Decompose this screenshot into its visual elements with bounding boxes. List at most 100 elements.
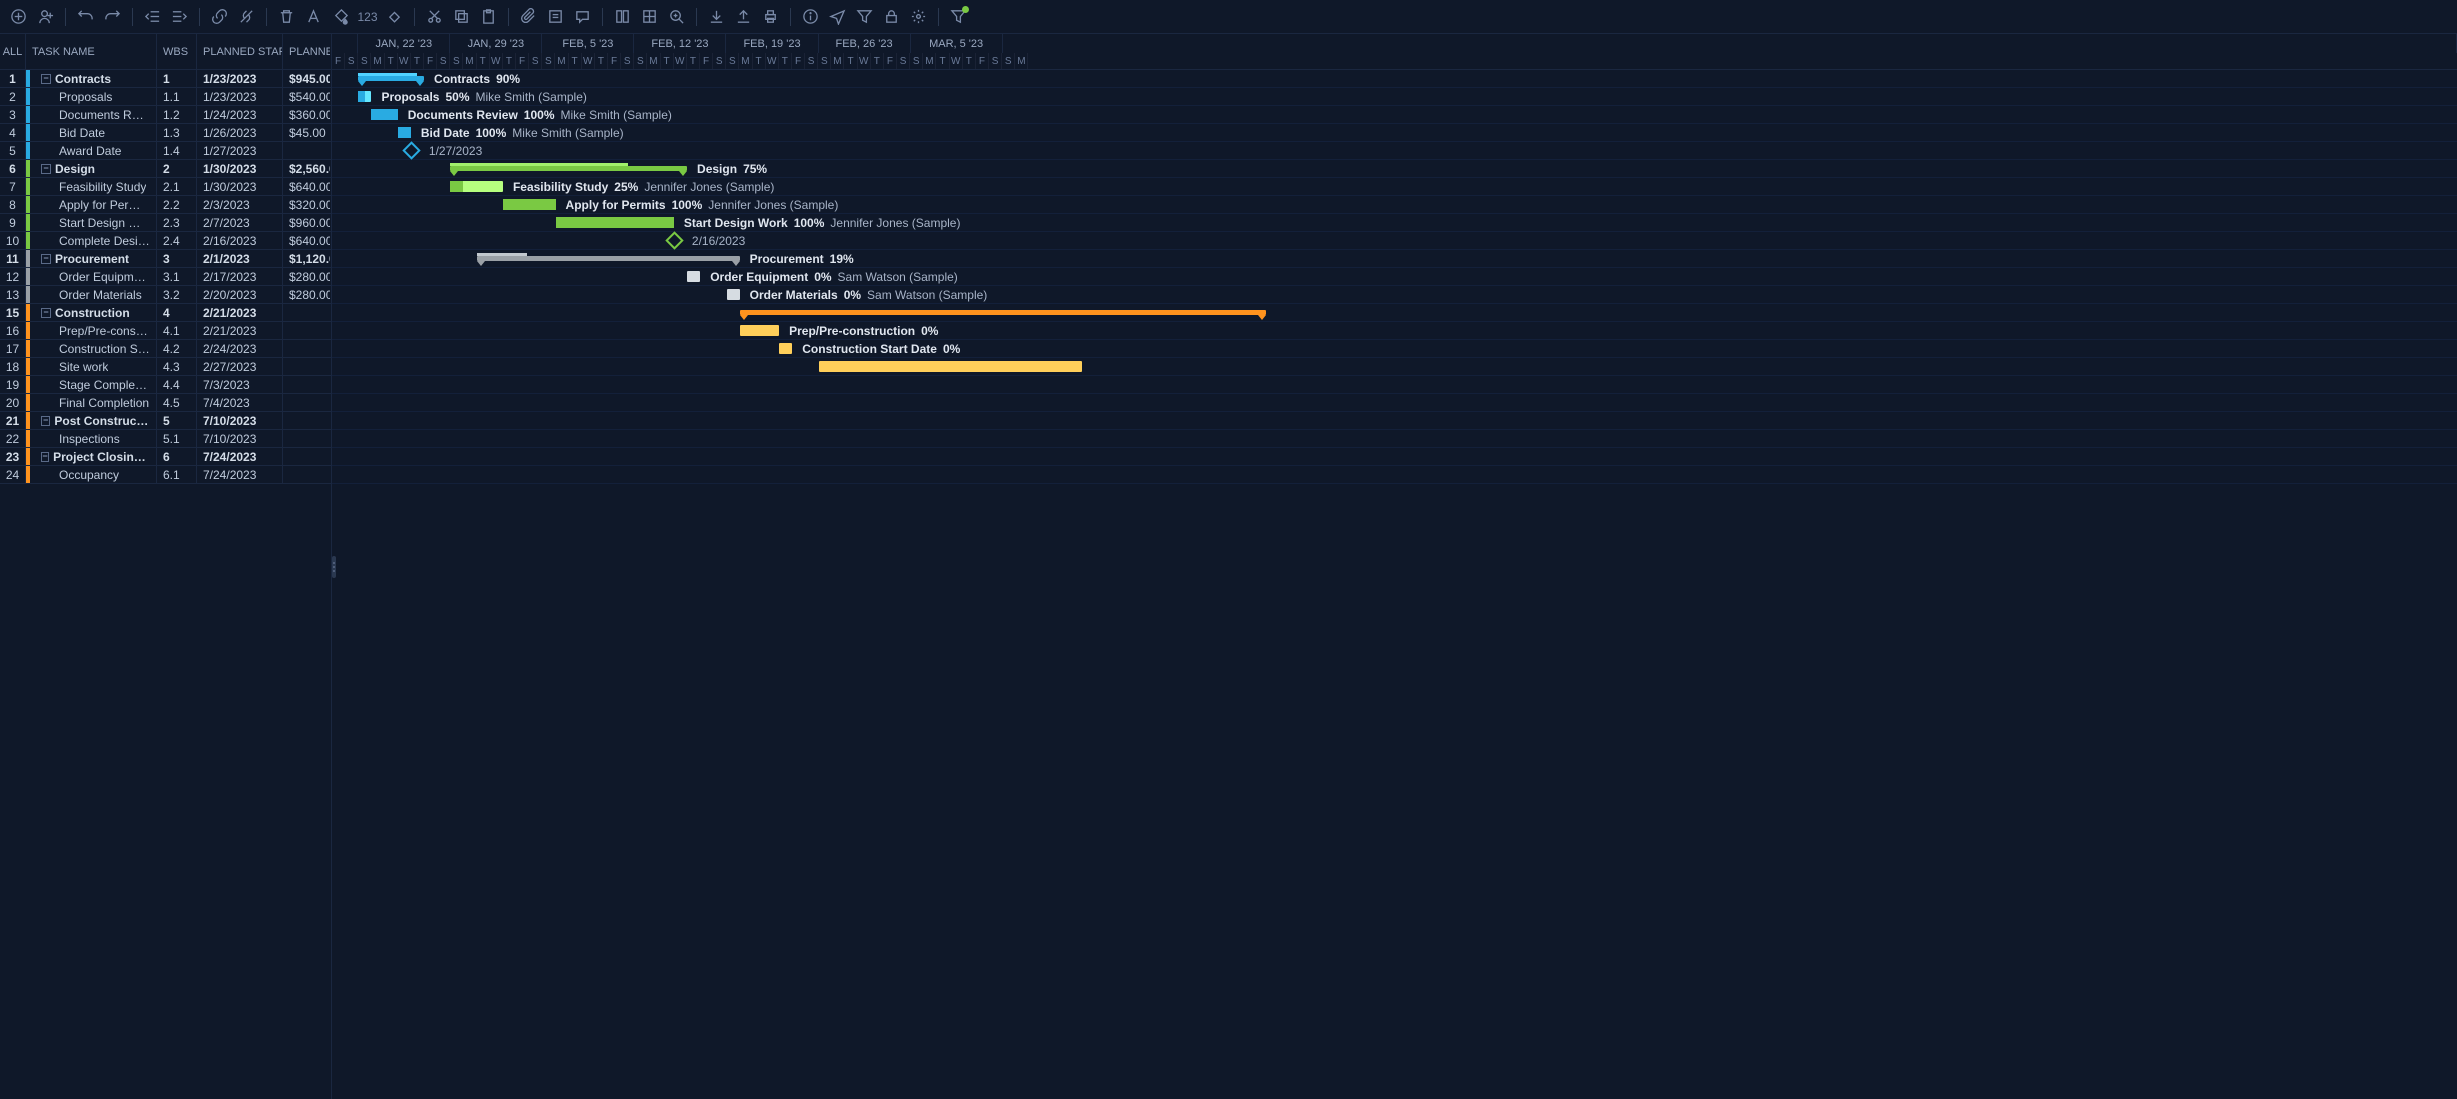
- table-row[interactable]: 21−Post Construction57/10/2023: [0, 412, 331, 430]
- task-name-cell[interactable]: Site work: [26, 358, 157, 375]
- milestone-icon[interactable]: [382, 4, 407, 29]
- table-row[interactable]: 22Inspections5.17/10/2023: [0, 430, 331, 448]
- col-planned-cost[interactable]: PLANNED: [283, 34, 330, 69]
- link-icon[interactable]: [207, 4, 232, 29]
- collapse-icon[interactable]: −: [41, 164, 51, 174]
- print-icon[interactable]: [758, 4, 783, 29]
- task-name-cell[interactable]: −Post Construction: [26, 412, 157, 429]
- table-row[interactable]: 4Bid Date1.31/26/2023$45.00: [0, 124, 331, 142]
- table-row[interactable]: 17Construction Start …4.22/24/2023: [0, 340, 331, 358]
- table-row[interactable]: 12Order Equipment3.12/17/2023$280.00: [0, 268, 331, 286]
- summary-bar[interactable]: [358, 76, 424, 81]
- filter-icon[interactable]: [852, 4, 877, 29]
- task-name-cell[interactable]: Prep/Pre-construction: [26, 322, 157, 339]
- summary-bar[interactable]: [477, 256, 740, 261]
- task-bar[interactable]: [727, 289, 740, 300]
- redo-icon[interactable]: [100, 4, 125, 29]
- text-style-icon[interactable]: [301, 4, 326, 29]
- task-name-cell[interactable]: Bid Date: [26, 124, 157, 141]
- task-name-cell[interactable]: Occupancy: [26, 466, 157, 483]
- task-name-cell[interactable]: −Contracts: [26, 70, 157, 87]
- task-bar[interactable]: [779, 343, 792, 354]
- settings-icon[interactable]: [906, 4, 931, 29]
- task-name-cell[interactable]: Final Completion: [26, 394, 157, 411]
- task-name-cell[interactable]: Feasibility Study: [26, 178, 157, 195]
- task-bar[interactable]: [740, 325, 779, 336]
- trash-icon[interactable]: [274, 4, 299, 29]
- task-bar[interactable]: [687, 271, 700, 282]
- table-row[interactable]: 18Site work4.32/27/2023: [0, 358, 331, 376]
- table-row[interactable]: 13Order Materials3.22/20/2023$280.00: [0, 286, 331, 304]
- milestone-marker[interactable]: [665, 231, 683, 249]
- task-name-cell[interactable]: −Design: [26, 160, 157, 177]
- table-row[interactable]: 9Start Design Work2.32/7/2023$960.00: [0, 214, 331, 232]
- summary-bar[interactable]: [740, 310, 1266, 315]
- table-row[interactable]: 8Apply for Permits2.22/3/2023$320.00: [0, 196, 331, 214]
- task-name-cell[interactable]: Documents Review: [26, 106, 157, 123]
- unlink-icon[interactable]: [234, 4, 259, 29]
- outdent-icon[interactable]: [140, 4, 165, 29]
- cut-icon[interactable]: [422, 4, 447, 29]
- note-icon[interactable]: [543, 4, 568, 29]
- task-bar[interactable]: [398, 127, 411, 138]
- col-task-name[interactable]: TASK NAME: [26, 34, 157, 69]
- task-name-cell[interactable]: Order Materials: [26, 286, 157, 303]
- columns-icon[interactable]: [610, 4, 635, 29]
- task-name-cell[interactable]: Apply for Permits: [26, 196, 157, 213]
- task-bar[interactable]: [556, 217, 674, 228]
- task-bar[interactable]: [358, 91, 371, 102]
- attach-icon[interactable]: [516, 4, 541, 29]
- table-row[interactable]: 3Documents Review1.21/24/2023$360.00: [0, 106, 331, 124]
- grid-icon[interactable]: [637, 4, 662, 29]
- collapse-icon[interactable]: −: [41, 308, 51, 318]
- table-row[interactable]: 24Occupancy6.17/24/2023: [0, 466, 331, 484]
- task-name-cell[interactable]: Complete Design W…: [26, 232, 157, 249]
- milestone-marker[interactable]: [402, 141, 420, 159]
- table-row[interactable]: 1−Contracts11/23/2023$945.00: [0, 70, 331, 88]
- send-icon[interactable]: [825, 4, 850, 29]
- paint-icon[interactable]: [328, 4, 353, 29]
- add-circle-icon[interactable]: [6, 4, 31, 29]
- col-all[interactable]: All: [0, 34, 26, 69]
- col-wbs[interactable]: WBS: [157, 34, 197, 69]
- task-name-cell[interactable]: Award Date: [26, 142, 157, 159]
- undo-icon[interactable]: [73, 4, 98, 29]
- task-name-cell[interactable]: Construction Start …: [26, 340, 157, 357]
- table-row[interactable]: 16Prep/Pre-construction4.12/21/2023: [0, 322, 331, 340]
- comment-icon[interactable]: [570, 4, 595, 29]
- task-name-cell[interactable]: Stage Completion: [26, 376, 157, 393]
- task-name-cell[interactable]: Start Design Work: [26, 214, 157, 231]
- task-name-cell[interactable]: Order Equipment: [26, 268, 157, 285]
- task-name-cell[interactable]: Inspections: [26, 430, 157, 447]
- summary-bar[interactable]: [450, 166, 687, 171]
- task-name-cell[interactable]: −Project Closing Phase: [26, 448, 157, 465]
- col-planned-start[interactable]: PLANNED START …: [197, 34, 283, 69]
- collapse-icon[interactable]: −: [41, 452, 49, 462]
- lock-icon[interactable]: [879, 4, 904, 29]
- task-bar[interactable]: [503, 199, 556, 210]
- table-row[interactable]: 11−Procurement32/1/2023$1,120.00: [0, 250, 331, 268]
- table-row[interactable]: 5Award Date1.41/27/2023: [0, 142, 331, 160]
- funnel-active-icon[interactable]: [946, 4, 971, 29]
- info-icon[interactable]: [798, 4, 823, 29]
- task-bar[interactable]: [450, 181, 503, 192]
- collapse-icon[interactable]: −: [41, 254, 51, 264]
- indent-icon[interactable]: [167, 4, 192, 29]
- table-row[interactable]: 6−Design21/30/2023$2,560.00: [0, 160, 331, 178]
- table-row[interactable]: 10Complete Design W…2.42/16/2023$640.00: [0, 232, 331, 250]
- collapse-icon[interactable]: −: [41, 74, 51, 84]
- collapse-icon[interactable]: −: [41, 416, 50, 426]
- table-row[interactable]: 23−Project Closing Phase67/24/2023: [0, 448, 331, 466]
- paste-icon[interactable]: [476, 4, 501, 29]
- add-user-icon[interactable]: [33, 4, 58, 29]
- task-bar[interactable]: [371, 109, 397, 120]
- task-name-cell[interactable]: −Construction: [26, 304, 157, 321]
- table-row[interactable]: 20Final Completion4.57/4/2023: [0, 394, 331, 412]
- table-row[interactable]: 15−Construction42/21/2023: [0, 304, 331, 322]
- zoom-icon[interactable]: [664, 4, 689, 29]
- copy-icon[interactable]: [449, 4, 474, 29]
- task-bar[interactable]: [819, 361, 1082, 372]
- export-icon[interactable]: [731, 4, 756, 29]
- task-name-cell[interactable]: −Procurement: [26, 250, 157, 267]
- import-icon[interactable]: [704, 4, 729, 29]
